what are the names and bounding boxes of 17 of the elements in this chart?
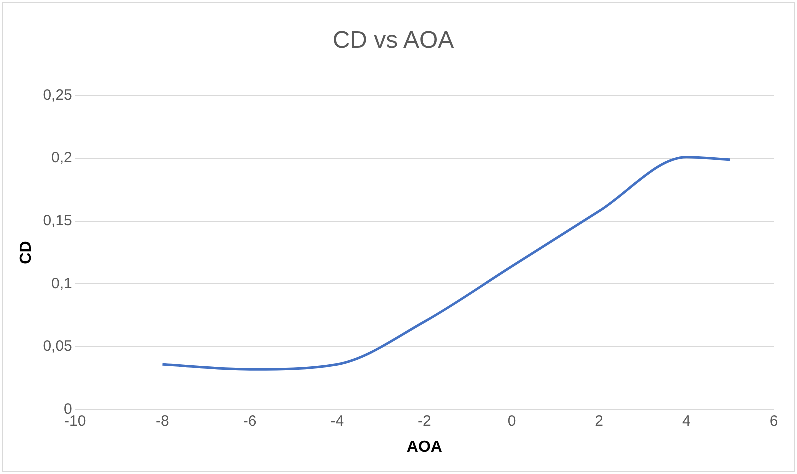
y-tick-label: 0,2 <box>52 150 72 167</box>
y-tick-label: 0,1 <box>52 275 72 292</box>
x-tick-label: 0 <box>508 412 516 430</box>
line-series <box>161 156 732 371</box>
x-tick-label: 6 <box>770 412 778 430</box>
x-axis-title: AOA <box>406 438 443 456</box>
x-tick-label: -2 <box>418 412 432 430</box>
x-tick-label: 4 <box>682 412 691 430</box>
x-tick-label: 2 <box>595 412 604 430</box>
x-tick-label: -8 <box>156 412 170 430</box>
x-tick-label: -6 <box>243 412 257 430</box>
chart-title: CD vs AOA <box>332 27 454 54</box>
x-tick-label: -4 <box>330 412 344 430</box>
y-axis-title: CD <box>18 241 36 264</box>
y-tick-label: 0,05 <box>43 338 72 356</box>
y-tick-label: 0,15 <box>43 212 72 230</box>
y-tick-label: 0,25 <box>43 86 72 104</box>
